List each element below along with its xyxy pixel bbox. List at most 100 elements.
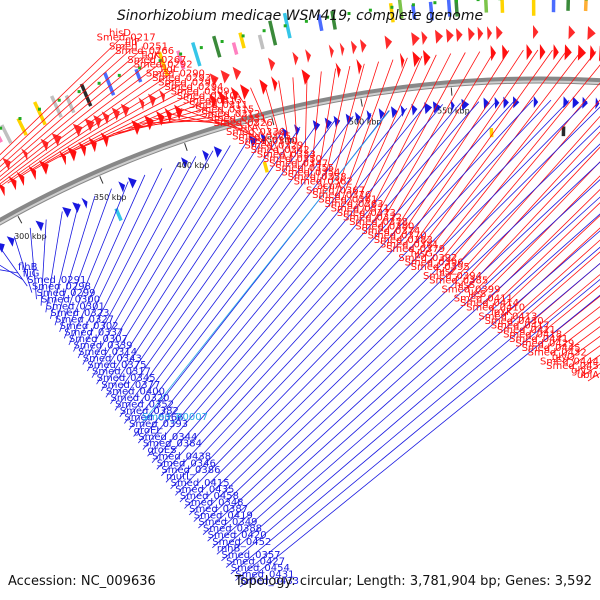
reverse-gene-label[interactable]: Smed_0393: [129, 419, 188, 430]
reverse-gene-label[interactable]: Smed_0386: [161, 465, 220, 476]
reverse-gene-label[interactable]: Smed_0346: [157, 458, 216, 469]
forward-gene-label[interactable]: Smed_0313: [183, 96, 242, 107]
reverse-gene-label[interactable]: Smed_0320: [111, 393, 170, 404]
forward-gene-label[interactable]: Smed_0350: [263, 154, 322, 165]
forward-gene-label[interactable]: Smed_0414: [460, 298, 519, 309]
reverse-gene-label[interactable]: Smed_0382: [120, 406, 179, 417]
reverse-gene-label[interactable]: Smed_0388: [203, 524, 262, 535]
forward-gene-label[interactable]: Smed_0430: [485, 316, 544, 327]
forward-gene-label[interactable]: Smed_0381: [380, 240, 439, 251]
reverse-gene-label[interactable]: Smed_0344: [138, 432, 197, 443]
reverse-gene-label[interactable]: Smed_0352: [115, 399, 174, 410]
forward-gene-label[interactable]: fliF: [125, 37, 140, 48]
reverse-gene-label[interactable]: Smed_0299: [37, 288, 96, 299]
reverse-gene-label[interactable]: Smed_0298: [32, 282, 91, 293]
forward-gene-label[interactable]: Smed_0371: [331, 204, 390, 215]
forward-gene-label[interactable]: Smed_0267: [127, 55, 186, 66]
reverse-gene-label[interactable]: Smed_0349: [198, 517, 257, 528]
forward-gene-label[interactable]: Smed_0376: [312, 190, 371, 201]
reverse-gene-label[interactable]: Smed_0307: [69, 334, 128, 345]
forward-gene-label[interactable]: flgK: [141, 51, 161, 62]
forward-gene-label[interactable]: Smed_0378: [349, 217, 408, 228]
forward-gene-label[interactable]: ubiA: [577, 370, 599, 381]
forward-gene-label[interactable]: Smed_0326: [214, 118, 273, 129]
forward-gene-label[interactable]: Smed_0331: [207, 114, 266, 125]
reverse-gene-label[interactable]: Smed_0337: [64, 327, 123, 338]
forward-gene-label[interactable]: rirA: [240, 123, 258, 134]
reverse-gene-label[interactable]: Smed_0343: [83, 354, 142, 365]
forward-gene-label[interactable]: Smed_0217: [97, 33, 156, 44]
forward-gene-label[interactable]: Smed_0363: [324, 199, 383, 210]
reverse-gene-label[interactable]: mutL: [166, 471, 192, 482]
forward-gene-label[interactable]: Smed_0380: [355, 222, 414, 233]
forward-gene-label[interactable]: Smed_0325: [232, 132, 291, 143]
forward-gene-label[interactable]: Smed_0330: [238, 136, 297, 147]
forward-gene-label[interactable]: Smed_0361: [318, 195, 377, 206]
forward-gene-label[interactable]: Smed_0251: [109, 42, 168, 53]
forward-gene-label[interactable]: Smed_0394: [423, 271, 482, 282]
reverse-gene-label[interactable]: Smed_0291: [27, 275, 86, 286]
forward-gene-label[interactable]: Smed_0293: [152, 73, 211, 84]
reverse-gene-label[interactable]: Smed_0345: [97, 373, 156, 384]
reverse-gene-label[interactable]: Smed_0377: [101, 380, 160, 391]
forward-gene-label[interactable]: Smed_0413: [478, 312, 537, 323]
forward-gene-label[interactable]: Smed_0383: [374, 235, 433, 246]
forward-gene-label[interactable]: Smed_0294: [164, 82, 223, 93]
reverse-gene-label[interactable]: Smed_0375: [87, 360, 146, 371]
reverse-gene-label[interactable]: Smed_0348: [185, 498, 244, 509]
forward-gene-label[interactable]: Smed_0292: [134, 60, 193, 71]
reverse-gene-label[interactable]: Smed_0357: [222, 550, 281, 561]
forward-gene-label[interactable]: hisD: [109, 28, 131, 39]
forward-gene-label[interactable]: Smed_0374: [361, 226, 420, 237]
forward-gene-label[interactable]: Smed_0336: [226, 127, 285, 138]
forward-gene-label[interactable]: Smed_0445: [522, 343, 581, 354]
reverse-gene-label[interactable]: Smed_0435: [175, 484, 234, 495]
forward-gene-label[interactable]: Smed_0411: [454, 294, 513, 305]
forward-gene-label[interactable]: glyS: [571, 366, 592, 377]
forward-gene-label[interactable]: Smed_0329: [244, 141, 303, 152]
reverse-gene-label[interactable]: Smed_0454: [231, 563, 290, 574]
forward-gene-label[interactable]: glyQ: [552, 352, 575, 363]
reverse-gene-label[interactable]: Smed_0427: [226, 556, 285, 567]
reverse-gene-label[interactable]: Smed_0302: [60, 321, 119, 332]
reverse-gene-label[interactable]: Smed_0452: [212, 537, 271, 548]
forward-gene-label[interactable]: acnA: [317, 181, 342, 192]
forward-gene-label[interactable]: Smed_0373: [337, 208, 396, 219]
forward-gene-label[interactable]: Smed_0399: [441, 285, 500, 296]
forward-gene-label[interactable]: hisZ: [436, 267, 457, 278]
reverse-gene-label[interactable]: Smed_0420: [208, 530, 267, 541]
forward-gene-label[interactable]: Smed_0410: [466, 303, 525, 314]
forward-gene-label[interactable]: Smed_0379: [386, 244, 445, 255]
forward-gene-label[interactable]: Smed_0309: [171, 87, 230, 98]
reverse-gene-label[interactable]: Smed_0419: [194, 511, 253, 522]
forward-gene-label[interactable]: Smed_0312: [201, 109, 260, 120]
forward-gene-label[interactable]: Smed_0310: [177, 91, 236, 102]
reverse-gene-label[interactable]: groEL: [134, 426, 163, 437]
reverse-gene-label[interactable]: Smed_0438: [152, 452, 211, 463]
forward-gene-label[interactable]: Smed_0418: [503, 330, 562, 341]
reverse-gene-label[interactable]: Smed_0301: [46, 301, 105, 312]
forward-gene-label[interactable]: Smed_0417: [491, 321, 550, 332]
forward-gene-label[interactable]: Smed_0347: [269, 159, 328, 170]
reverse-gene-label[interactable]: Smed_0300: [41, 295, 100, 306]
reverse-gene-label[interactable]: rnhB: [217, 543, 241, 554]
rna-gene-label[interactable]: Smed_R0007: [142, 412, 208, 423]
reverse-gene-label[interactable]: Smed_0317: [92, 367, 151, 378]
forward-gene-label[interactable]: Smed_0362: [294, 177, 353, 188]
forward-gene-label[interactable]: Smed_0358: [288, 172, 347, 183]
forward-gene-label[interactable]: Smed_0432: [528, 348, 587, 359]
reverse-gene-label[interactable]: Smed_0458: [180, 491, 239, 502]
forward-gene-label[interactable]: Smed_0396: [405, 258, 464, 269]
forward-gene-label[interactable]: Smed_0392: [398, 253, 457, 264]
forward-gene-label[interactable]: Smed_0333: [257, 150, 316, 161]
forward-gene-label[interactable]: Smed_0441: [509, 334, 568, 345]
reverse-gene-label[interactable]: fliG: [23, 269, 40, 280]
reverse-gene-label[interactable]: Smed_0433: [240, 576, 299, 587]
forward-gene-label[interactable]: Smed_0372: [343, 213, 402, 224]
forward-gene-label[interactable]: Smed_0290: [146, 69, 205, 80]
forward-gene-label[interactable]: Smed_0385: [429, 276, 488, 287]
forward-gene-label[interactable]: hisG: [411, 249, 433, 260]
forward-gene-label[interactable]: Smed_0311: [189, 100, 248, 111]
reverse-gene-label[interactable]: Smed_0384: [143, 439, 202, 450]
reverse-gene-label[interactable]: Smed_0387: [189, 504, 248, 515]
